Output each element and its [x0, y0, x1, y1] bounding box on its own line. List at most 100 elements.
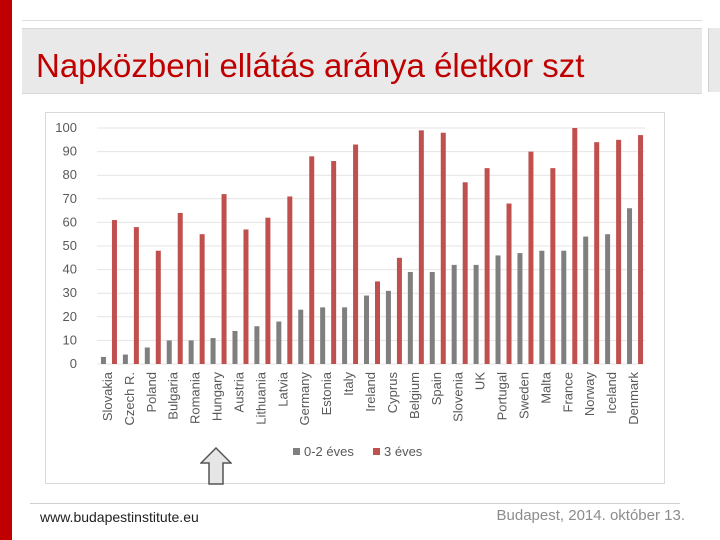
footer-divider [30, 503, 680, 504]
bar-0-2-eves [254, 326, 260, 364]
bar-0-2-eves [473, 264, 479, 364]
x-tick-label: Bulgaria [166, 371, 181, 419]
x-tick-label: Belgium [407, 372, 422, 419]
bar-0-2-eves [517, 253, 523, 364]
x-tick-label: Iceland [604, 372, 619, 414]
x-tick-label: Estonia [319, 371, 334, 415]
bar-3-eves [572, 128, 578, 364]
bar-0-2-eves [429, 271, 435, 364]
y-tick-label: 40 [63, 262, 77, 277]
bar-0-2-eves [276, 321, 282, 364]
x-tick-label: Romania [188, 371, 203, 424]
x-tick-label: Hungary [210, 372, 225, 422]
slide-title: Napközbeni ellátás aránya életkor szt [36, 47, 585, 84]
side-tab [708, 28, 720, 92]
y-tick-label: 90 [63, 144, 77, 159]
bar-3-eves [550, 168, 556, 364]
x-tick-label: Denmark [626, 372, 641, 425]
x-tick-label: Slovenia [451, 371, 466, 422]
bar-3-eves [177, 212, 183, 364]
bar-0-2-eves [605, 234, 611, 364]
bar-0-2-eves [364, 295, 369, 364]
top-divider [22, 20, 702, 21]
y-tick-label: 30 [63, 285, 77, 300]
bar-3-eves [133, 227, 139, 364]
x-tick-label: Sweden [516, 372, 531, 419]
x-tick-label: France [560, 372, 575, 412]
y-tick-label: 50 [63, 238, 77, 253]
bar-3-eves [375, 281, 380, 364]
legend-swatch [293, 448, 300, 455]
bar-0-2-eves [407, 271, 413, 364]
bar-3-eves [418, 130, 424, 364]
footer-website: www.budapestinstitute.eu [40, 509, 199, 525]
bar-3-eves [396, 257, 402, 364]
bar-3-eves [221, 194, 227, 364]
x-tick-label: Malta [538, 371, 553, 404]
x-tick-label: Norway [582, 372, 597, 417]
y-tick-label: 80 [63, 167, 77, 182]
x-tick-label: Lithuania [253, 371, 268, 425]
bar-3-eves [638, 135, 644, 364]
bar-0-2-eves [144, 347, 150, 364]
x-tick-label: Cyprus [385, 372, 400, 414]
bar-chart: 0 10 20 30 40 50 60 70 80 90 100 Slovakia Czech R. Po… [55, 120, 645, 459]
bar-3-eves [265, 217, 271, 364]
bar-3-eves [199, 234, 205, 364]
x-tick-label: Spain [429, 372, 444, 405]
x-tick-label: Germany [297, 372, 312, 426]
bar-0-2-eves [232, 330, 238, 364]
y-tick-label: 20 [63, 309, 77, 324]
x-tick-label: Latvia [275, 371, 290, 406]
bar-3-eves [440, 132, 446, 364]
bar-0-2-eves [583, 236, 589, 364]
bar-3-eves [484, 168, 490, 364]
legend-label: 0-2 éves [304, 444, 354, 459]
bar-0-2-eves [166, 340, 172, 364]
bar-0-2-eves [210, 338, 216, 364]
legend-label: 3 éves [384, 444, 423, 459]
x-tick-label: Portugal [495, 372, 510, 421]
bar-3-eves [243, 229, 249, 364]
bar-0-2-eves [627, 208, 633, 364]
bar-0-2-eves [342, 307, 348, 364]
x-tick-label: Slovakia [100, 371, 115, 421]
bar-0-2-eves [385, 290, 391, 364]
bar-3-eves [616, 139, 622, 364]
y-tick-label: 100 [55, 120, 77, 135]
bar-0-2-eves [122, 354, 128, 364]
bar-0-2-eves [188, 340, 194, 364]
bar-3-eves [331, 161, 337, 364]
bar-3-eves [594, 142, 600, 364]
bar-3-eves [111, 220, 117, 364]
bar-0-2-eves [561, 250, 567, 364]
bar-0-2-eves [451, 264, 457, 364]
bar-3-eves [462, 182, 468, 364]
bar-3-eves [287, 196, 293, 364]
x-tick-label: Czech R. [122, 372, 137, 425]
bar-0-2-eves [495, 255, 501, 364]
x-tick-label: Ireland [363, 372, 378, 412]
x-tick-label: Poland [144, 372, 159, 412]
up-arrow-icon [200, 447, 232, 485]
legend-swatch [373, 448, 380, 455]
accent-bar [0, 0, 12, 540]
bar-0-2-eves [100, 356, 106, 364]
bar-3-eves [309, 156, 315, 364]
title-box: Napközbeni ellátás aránya életkor szt [22, 28, 702, 94]
bar-0-2-eves [539, 250, 545, 364]
x-tick-label: UK [473, 372, 488, 390]
y-tick-label: 70 [63, 191, 77, 206]
bar-3-eves [353, 144, 359, 364]
bar-3-eves [528, 151, 534, 364]
y-tick-label: 60 [63, 214, 77, 229]
x-tick-label: Italy [341, 372, 356, 396]
y-tick-label: 10 [63, 332, 77, 347]
bar-0-2-eves [298, 309, 304, 364]
bar-3-eves [506, 203, 512, 364]
bar-3-eves [155, 250, 161, 364]
bar-0-2-eves [320, 307, 326, 364]
footer-date: Budapest, 2014. október 13. [496, 507, 685, 524]
y-tick-label: 0 [70, 356, 77, 371]
x-tick-label: Austria [231, 371, 246, 412]
